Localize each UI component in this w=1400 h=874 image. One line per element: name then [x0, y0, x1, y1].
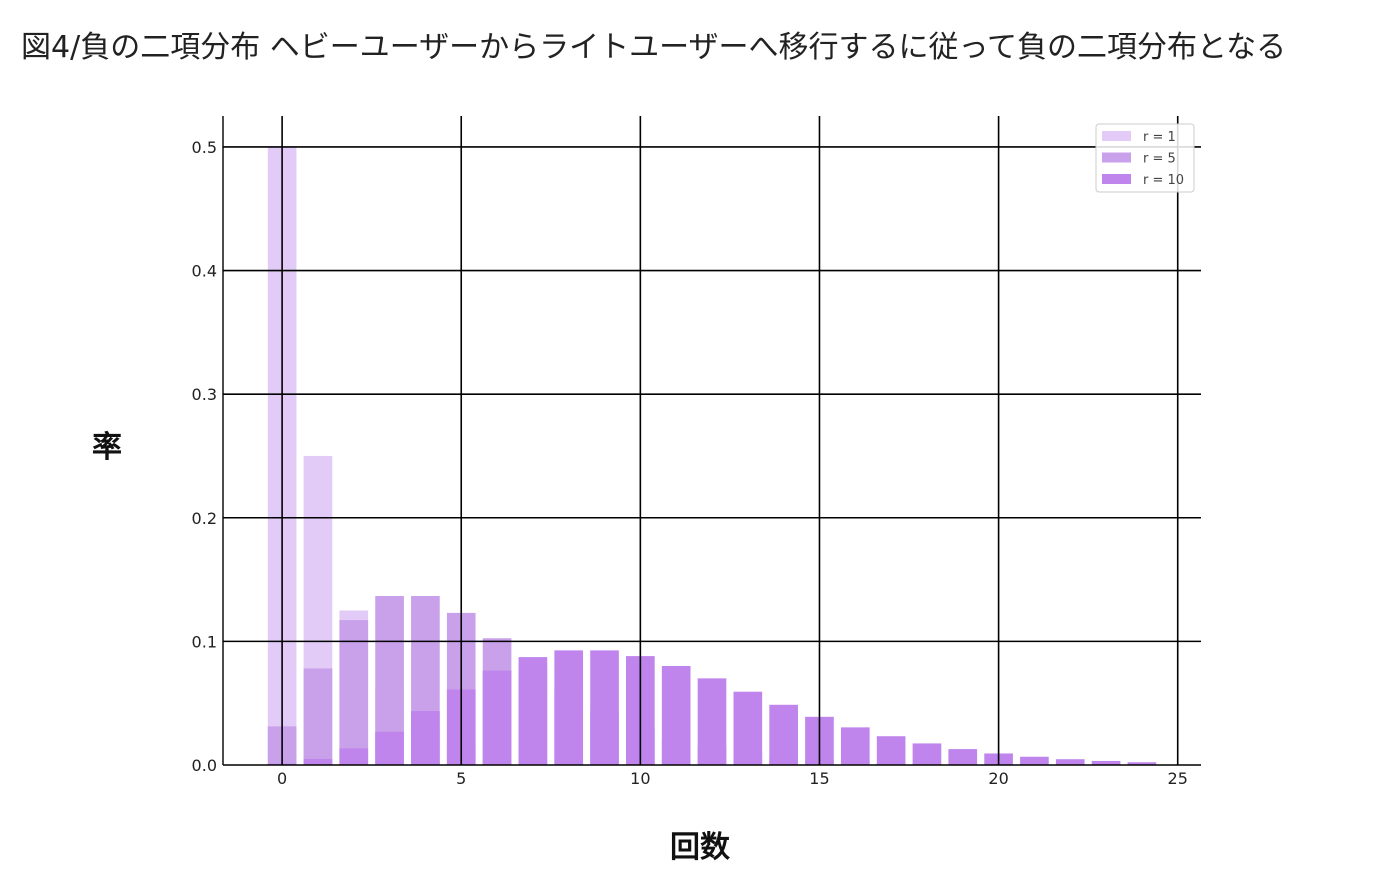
chart-title: 図4/負の二項分布 ヘビーユーザーからライトユーザーへ移行するに従って負の二項分… [21, 30, 1287, 65]
grid-layer [223, 116, 1201, 765]
y-tick-label: 0.4 [192, 262, 217, 281]
x-tick-label: 0 [277, 769, 287, 788]
y-tick-label: 0.5 [192, 138, 217, 157]
bar-r10-4 [411, 711, 440, 765]
bar-r10-11 [661, 665, 691, 765]
bar-r10-21 [1020, 756, 1049, 765]
bar-r5-2 [339, 620, 369, 765]
bar-r10-23 [1091, 760, 1121, 765]
x-tick-label: 15 [809, 769, 829, 788]
legend: r = 1 r = 5 r = 10 [1095, 123, 1195, 193]
y-axis-label: 率 [92, 430, 122, 465]
y-tick-label: 0.1 [192, 632, 217, 651]
y-tick-label: 0.0 [192, 756, 217, 775]
legend-label: r = 1 [1143, 130, 1176, 145]
bar-r10-9 [590, 650, 619, 765]
bar-r10-7 [518, 657, 548, 765]
bar-r5-1 [303, 668, 333, 765]
legend-swatch [1102, 152, 1131, 163]
bar-r10-14 [769, 704, 798, 765]
bar-r10-8 [554, 650, 584, 765]
x-tick-label: 10 [630, 769, 650, 788]
bar-r10-6 [482, 670, 512, 765]
legend-swatch [1102, 174, 1131, 184]
bar-r10-2 [339, 748, 369, 765]
bar-r10-22 [1055, 759, 1085, 765]
legend-label: r = 5 [1143, 152, 1176, 167]
bar-r10-3 [375, 731, 404, 765]
bar-r10-19 [948, 749, 978, 765]
x-axis-label: 回数 [670, 830, 730, 865]
legend-label: r = 10 [1143, 173, 1184, 188]
bar-r10-16 [840, 727, 870, 765]
y-tick-label: 0.2 [192, 509, 217, 528]
tick-labels-layer: 0.0 0.1 0.2 0.3 0.4 0.5 0 5 10 15 20 25 [192, 138, 1188, 788]
x-tick-label: 20 [988, 769, 1008, 788]
bar-r10-1 [303, 758, 333, 765]
x-tick-label: 25 [1168, 769, 1188, 788]
bar-r10-17 [876, 736, 906, 765]
axes-layer [222, 116, 1201, 766]
bars-layer [267, 146, 1157, 765]
bar-r10-12 [697, 678, 727, 765]
bar-r10-24 [1127, 762, 1157, 765]
x-tick-label: 5 [456, 769, 466, 788]
bar-r10-13 [733, 691, 763, 765]
y-tick-label: 0.3 [192, 385, 217, 404]
bar-r10-18 [912, 743, 942, 765]
legend-swatch [1102, 131, 1131, 141]
